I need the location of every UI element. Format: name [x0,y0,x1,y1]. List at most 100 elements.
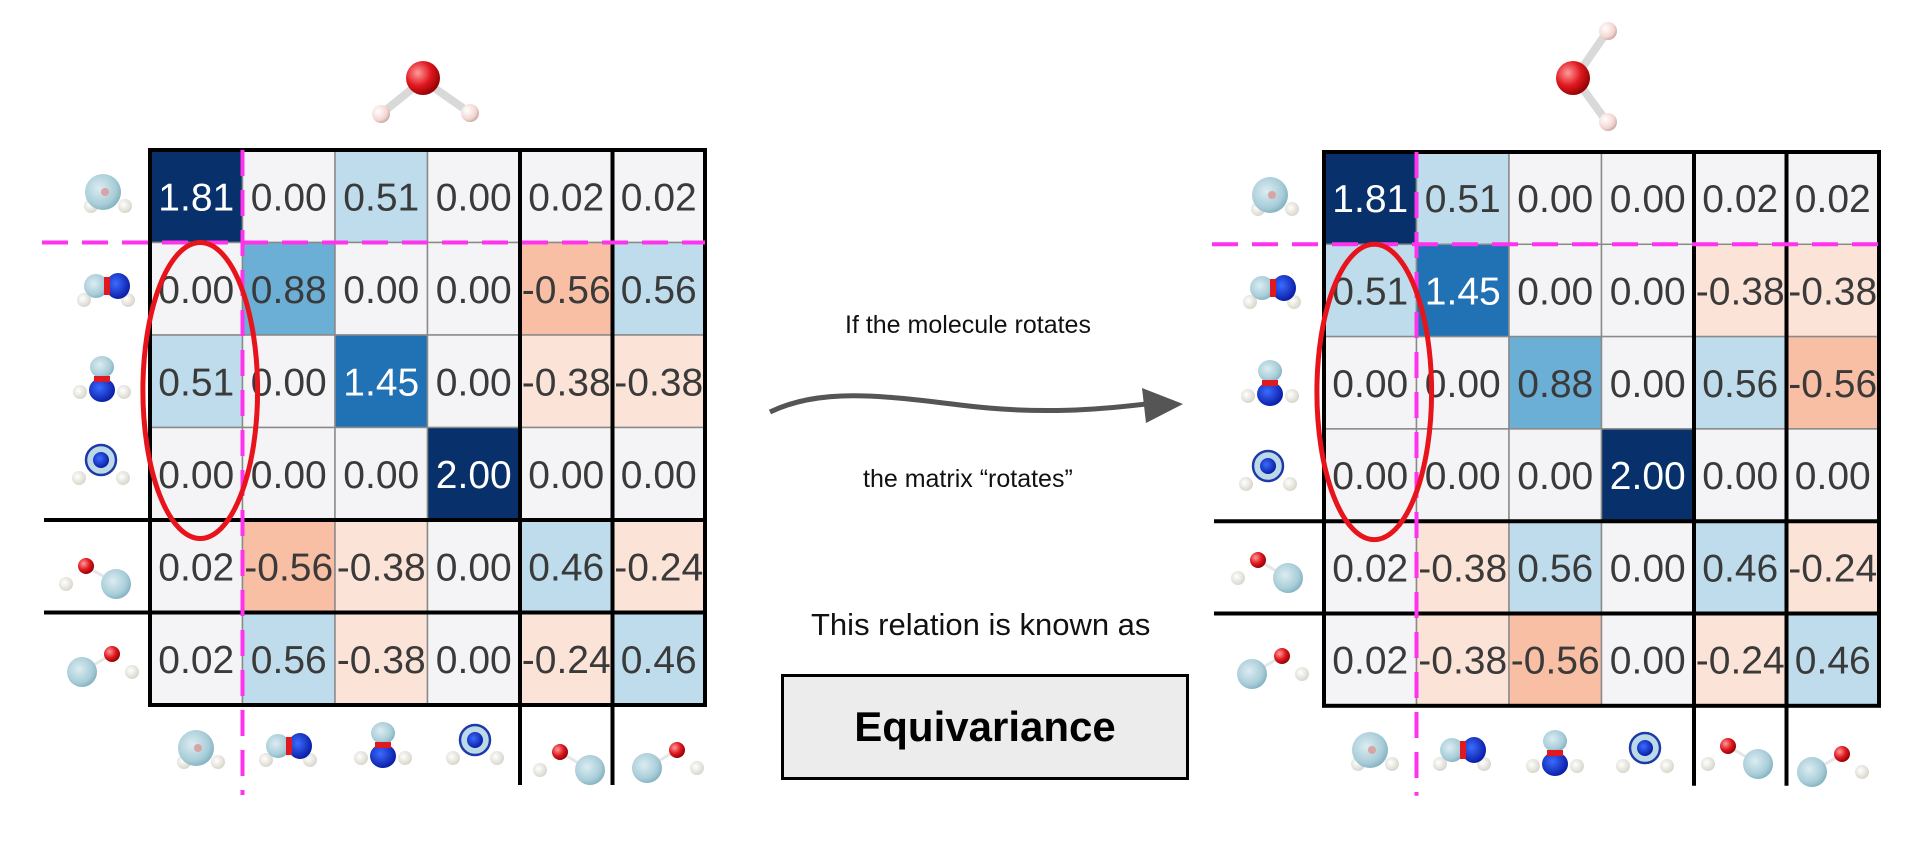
hydrogen-2-orbital-icon [1797,746,1869,787]
matrix-cell-value: 0.51 [1425,178,1501,221]
matrix-cell [1693,151,1788,246]
px-orbital-icon [259,733,317,767]
hydrogen-1-orbital-icon [1231,552,1303,593]
matrix-cell-value: 0.00 [1425,363,1501,406]
matrix-cell [149,149,244,244]
matrix-cell [241,241,336,336]
matrix-cell-value: -0.38 [1696,270,1785,313]
arrow-head-icon [1142,388,1183,423]
matrix-cell-value: 0.00 [621,454,697,497]
matrix-cell-value: -0.38 [1418,640,1507,683]
matrix-cell-value: -0.38 [337,546,426,589]
row-orbital-icons-original [59,174,139,687]
py-orbital-icon [1526,730,1584,776]
matrix-cell-value: 0.00 [251,176,327,219]
matrix-cell-value: 0.00 [1610,270,1686,313]
pz-orbital-icon [1239,449,1297,491]
matrix-cell-value: 0.00 [1610,640,1686,683]
matrix-cell [334,334,429,429]
matrix-cell-value: 0.00 [528,454,604,497]
caption-matrix-rotates: the matrix “rotates” [863,465,1073,493]
matrix-cell [1508,428,1603,522]
matrix-cell [1785,335,1880,430]
matrix-cell-value: 0.02 [1332,640,1408,683]
px-orbital-icon [1243,275,1301,309]
matrix-cell-value: 0.00 [158,269,234,312]
matrix-cell-value: 0.00 [436,176,512,219]
highlight-ellipse [140,240,261,541]
matrix-cell [149,334,244,429]
py-orbital-icon [1241,360,1299,406]
matrix-original: 1.81 0.00 0.51 0.00 0.02 0.02 0.00 0.88 0.00 0.00… [42,148,707,795]
matrix-cell [1600,428,1695,522]
matrix-cell-value: 0.46 [1702,547,1778,590]
matrix-cell-value: 0.00 [436,546,512,589]
matrix-cell-value: 0.00 [1517,178,1593,221]
rotated-water-molecule-icon [1556,22,1617,131]
matrix-cell-value: 2.00 [436,454,512,497]
matrix-cell-value: -0.24 [522,639,611,682]
matrix-cell-value: 0.00 [251,454,327,497]
matrix-cell-value: 0.88 [251,269,327,312]
matrix-cell [1415,428,1510,522]
matrix-cell [1508,151,1603,246]
matrix-cell-value: -0.56 [1788,363,1877,406]
matrix-cell-value: -0.38 [522,361,611,404]
hydrogen-2-orbital-icon [1237,648,1309,689]
hydrogen-2-orbital-icon [67,646,139,687]
row-orbital-icons-rotated [1231,177,1309,689]
matrix-cell-value: 0.00 [1517,270,1593,313]
matrix-cell [519,334,614,429]
matrix-cell [1415,151,1510,246]
matrix-cell-value: 1.81 [1332,178,1408,221]
matrix-cell-value: 0.51 [343,176,419,219]
matrix-cell-value: 0.46 [621,639,697,682]
matrix-cell-value: 0.02 [621,176,697,219]
transformation-arrow [768,393,1163,415]
matrix-cell [1508,520,1603,615]
matrix-cell-value: 0.00 [436,639,512,682]
matrix-cell-value: 0.02 [1795,178,1871,221]
hydrogen-1-orbital-icon [1701,738,1773,779]
matrix-cell-value: -0.38 [614,361,703,404]
relation-label: This relation is known as [811,607,1151,642]
matrix-cell-value: 0.02 [158,639,234,682]
matrix-cell-value: 0.00 [436,269,512,312]
matrix-cell-value: 0.02 [1702,178,1778,221]
s-orbital-icon [177,730,225,769]
matrix-cell-value: 0.00 [158,454,234,497]
matrix-cell-value: 0.02 [158,546,234,589]
matrix-cell [334,519,429,614]
matrix-cell-value: -0.56 [522,269,611,312]
matrix-cell-value: 0.00 [1610,547,1686,590]
hydrogen-2-orbital-icon [632,742,704,783]
matrix-cell-value: 0.00 [1517,455,1593,498]
matrix-cell-value: 1.45 [343,361,419,404]
s-orbital-icon [84,174,132,213]
matrix-cell-value: 0.56 [1517,547,1593,590]
matrix-cell-value: -0.38 [1418,547,1507,590]
matrix-cell-value: -0.24 [1788,547,1877,590]
pz-orbital-icon [446,723,504,765]
matrix-cell-value: 0.02 [528,176,604,219]
matrix-cell [1508,612,1603,707]
s-orbital-icon [1351,732,1399,771]
column-orbital-icons-rotated [1351,730,1869,787]
matrix-cell-value: 0.00 [436,361,512,404]
px-orbital-icon [1433,737,1491,771]
matrix-cell-value: 0.00 [1332,455,1408,498]
matrix-cell [1323,151,1418,246]
matrix-cell [519,519,614,614]
matrix-cell [1785,612,1880,707]
matrix-cell-value: 1.81 [158,176,234,219]
matrix-cell-value: -0.38 [1788,270,1877,313]
matrix-cell-value: -0.56 [1511,640,1600,683]
matrix-cell-value: 0.00 [1425,455,1501,498]
water-molecule-icon [372,61,479,123]
hydrogen-1-orbital-icon [533,744,605,785]
matrix-cell-value: -0.56 [244,546,333,589]
equivariance-term: Equivariance [854,703,1116,750]
matrix-cell-value: 0.00 [343,269,419,312]
matrix-cell-value: -0.38 [337,639,426,682]
matrix-cell-value: 0.51 [1332,270,1408,313]
